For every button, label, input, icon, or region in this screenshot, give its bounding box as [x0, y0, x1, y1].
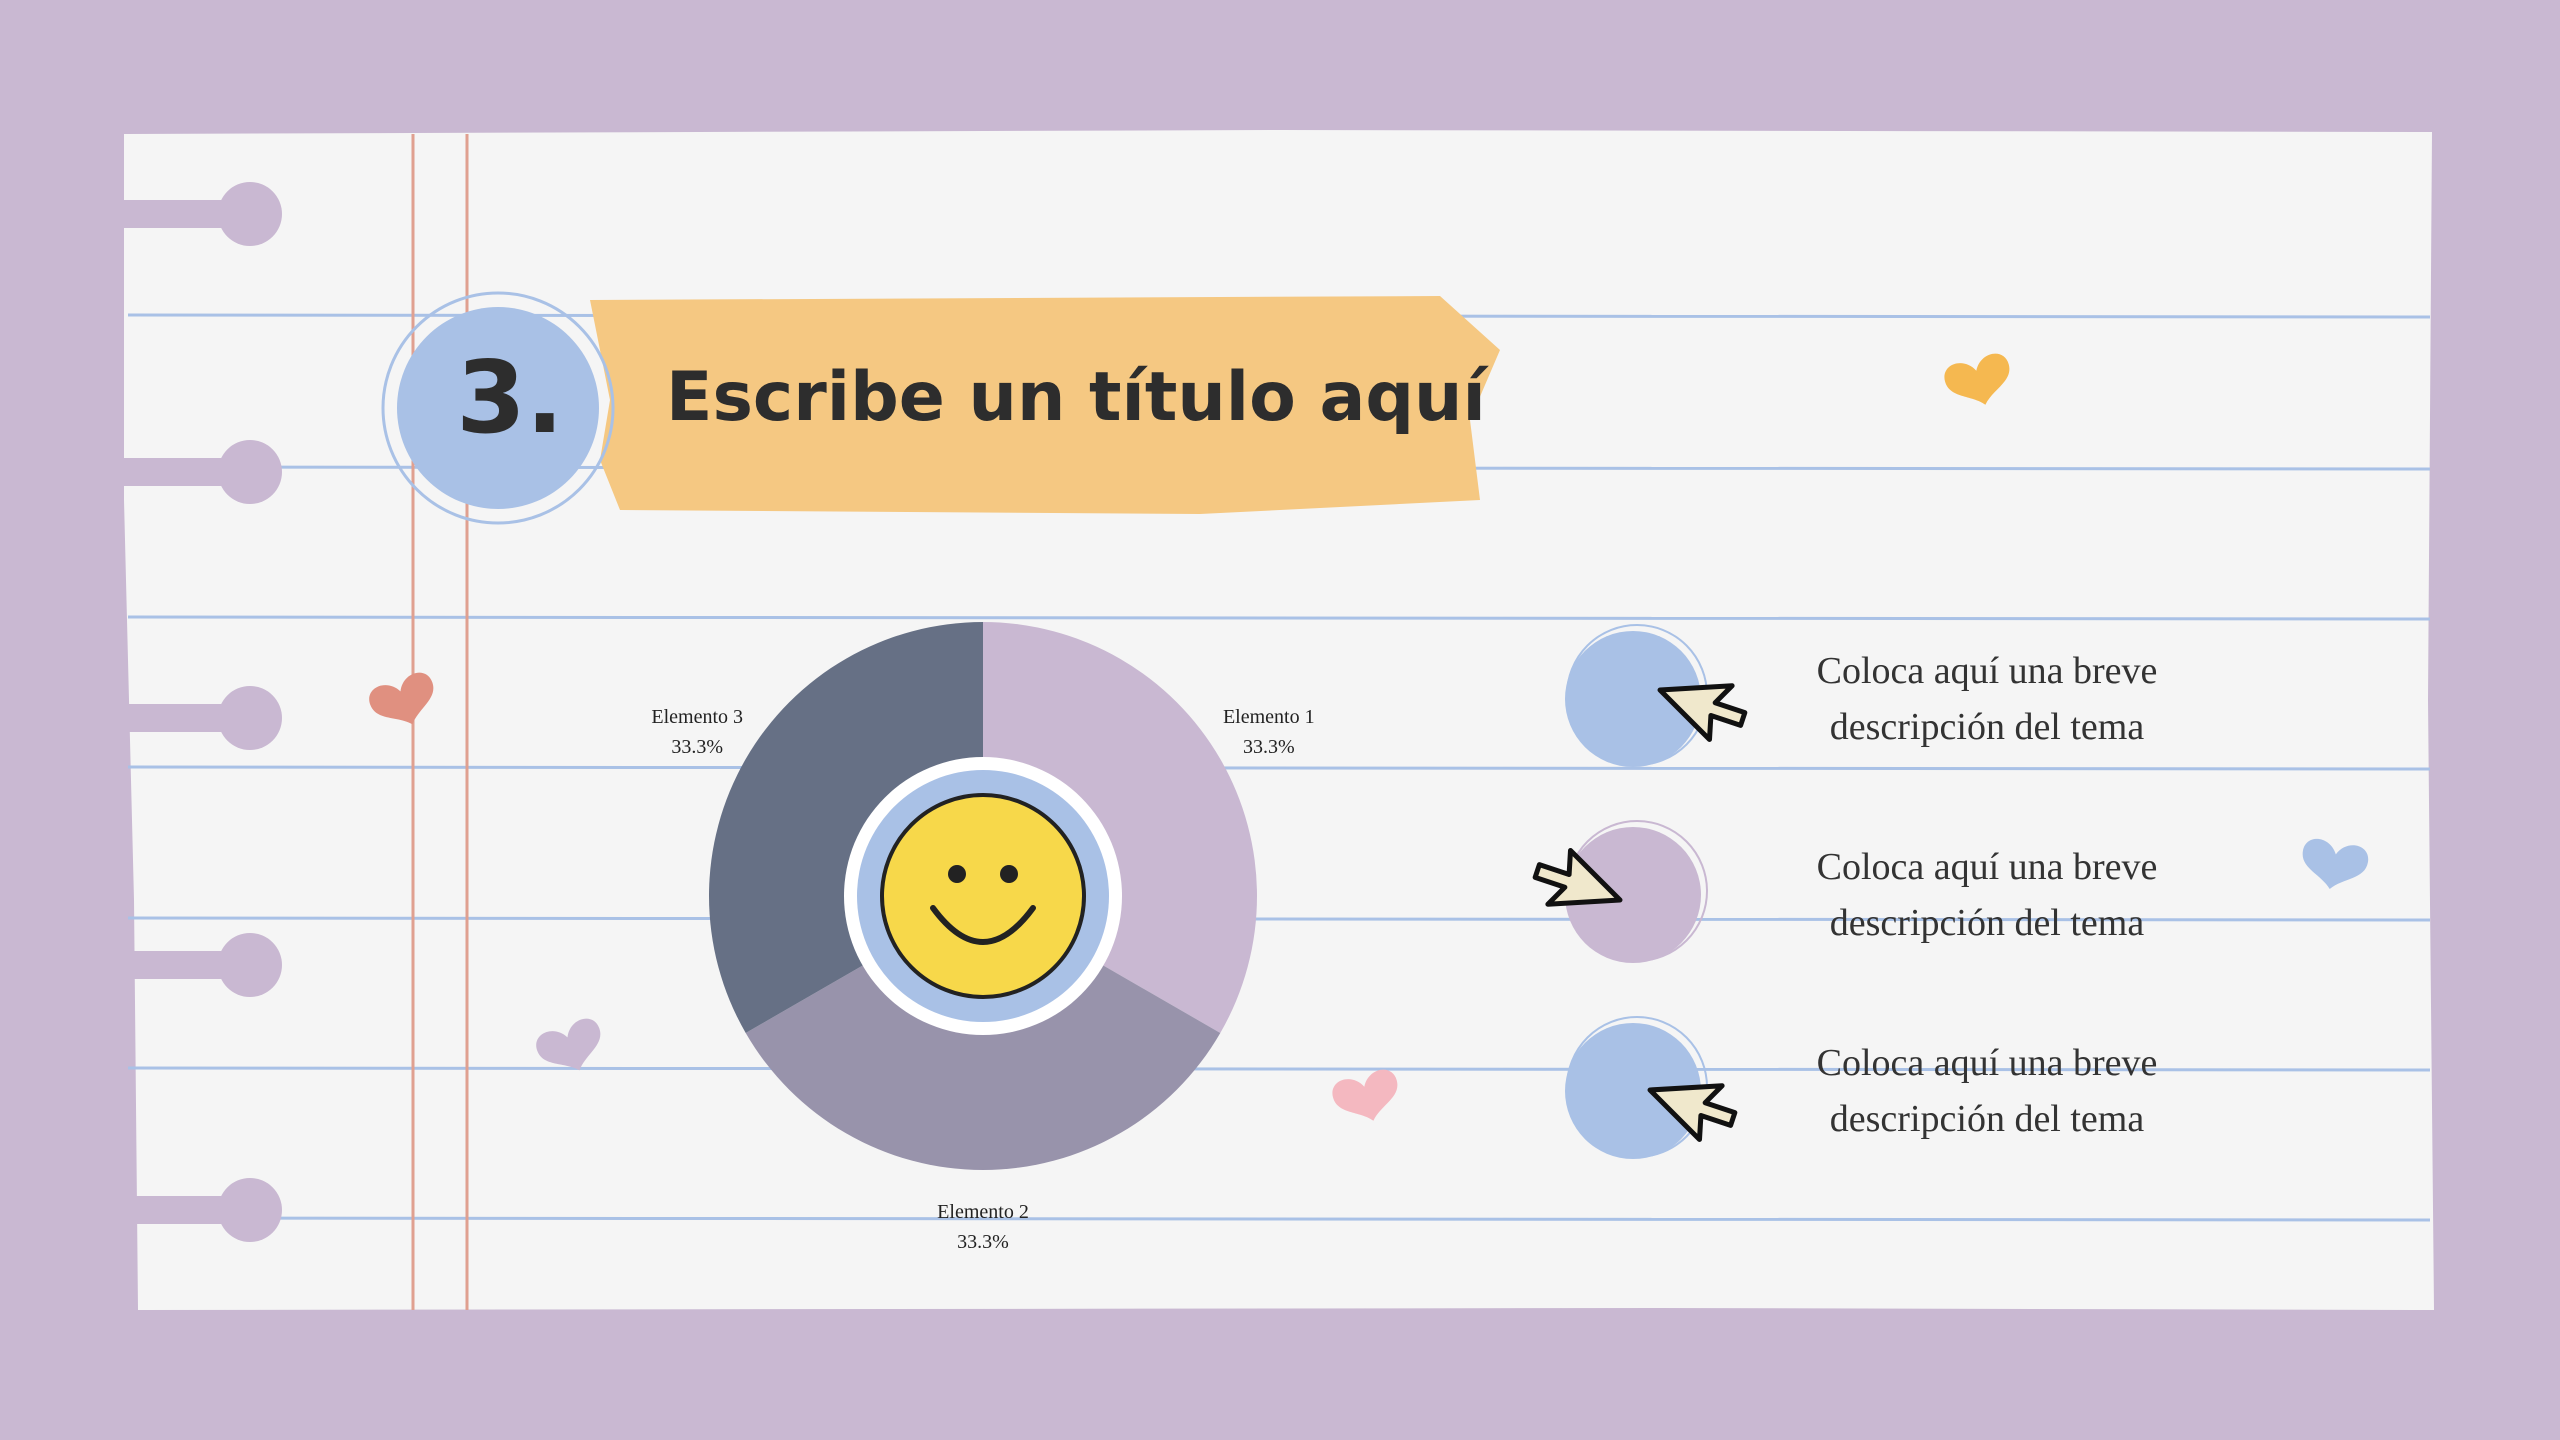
eye — [948, 865, 966, 883]
hole — [218, 440, 282, 504]
circle-outline — [381, 291, 615, 525]
binder-holes — [124, 182, 282, 1242]
item-circle — [1565, 1023, 1701, 1159]
slice-label: Elemento 3 — [651, 706, 743, 728]
item-description: Coloca aquí una breve — [1817, 1042, 2158, 1084]
item-circle — [1565, 827, 1701, 963]
smiley — [880, 793, 1086, 999]
hole — [218, 933, 282, 997]
slide-title: Escribe un título aquí — [666, 358, 1489, 437]
heart — [1332, 1069, 1398, 1138]
item-description: descripción del tema — [1830, 706, 2145, 748]
items: Coloca aquí una breve descripción del tem… — [1532, 624, 2158, 1159]
hole — [218, 1178, 282, 1242]
eye — [1000, 865, 1018, 883]
ruled-line — [127, 1216, 2431, 1222]
slice-value-label: 33.3% — [671, 736, 723, 758]
hole — [218, 686, 282, 750]
slice-label: Elemento 2 — [937, 1201, 1029, 1223]
slide-number: 3. — [456, 339, 564, 456]
slice-value-label: 33.3% — [1243, 736, 1295, 758]
item-description: Coloca aquí una breve — [1817, 650, 2158, 692]
item-description: descripción del tema — [1830, 902, 2145, 944]
ruled-line — [127, 765, 2431, 771]
cursor-icon — [1657, 683, 1748, 742]
item-circle — [1565, 631, 1701, 767]
brush-stroke — [590, 296, 1500, 514]
item-description: Coloca aquí una breve — [1817, 846, 2158, 888]
heart — [536, 1018, 601, 1087]
number-circle — [397, 307, 599, 509]
hole — [218, 182, 282, 246]
slice-label: Elemento 1 — [1223, 706, 1315, 728]
cursor-icon — [1532, 848, 1623, 907]
donut-chart: Elemento 1 33.3% Elemento 2 33.3% Elemento 3… — [651, 622, 1315, 1253]
cursor-icon — [1647, 1083, 1738, 1142]
heart — [1944, 353, 2010, 422]
ruled-line — [127, 1066, 2431, 1072]
item-description: descripción del tema — [1830, 1098, 2145, 1140]
hearts — [369, 353, 2368, 1138]
heart — [2302, 838, 2368, 907]
slice-value-label: 33.3% — [957, 1231, 1009, 1253]
ruled-line — [127, 615, 2431, 621]
heart — [369, 672, 434, 741]
mouth — [930, 905, 1036, 945]
ruled-line — [127, 916, 2431, 922]
